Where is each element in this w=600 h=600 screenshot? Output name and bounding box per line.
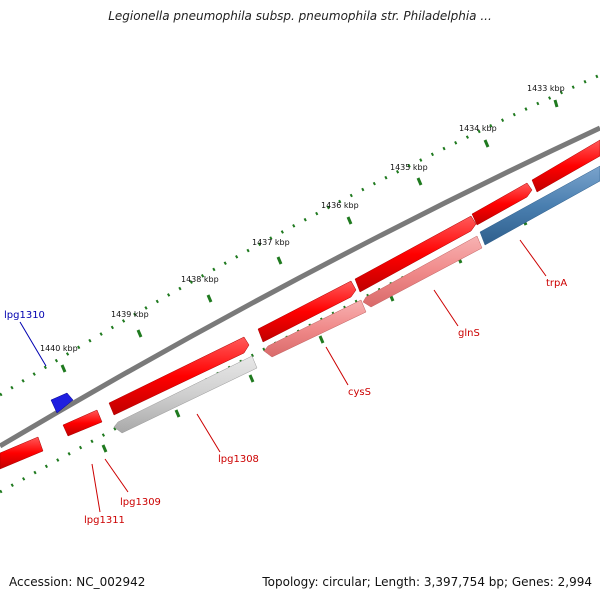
forward-strand-genes bbox=[0, 139, 600, 470]
gene-glnS[interactable] bbox=[362, 235, 483, 308]
ruler-label: 1433 kbp bbox=[527, 84, 565, 93]
gene-lpg1311[interactable] bbox=[0, 436, 44, 470]
ruler-label: 1435 kbp bbox=[390, 163, 428, 172]
label-leaders bbox=[19, 239, 547, 513]
ruler-outer-track bbox=[0, 73, 600, 397]
map-title: Legionella pneumophila subsp. pneumophil… bbox=[108, 9, 492, 23]
reverse-strand-genes bbox=[113, 165, 600, 434]
outer-major-ticks bbox=[60, 99, 559, 373]
gene-label-lpg1311[interactable]: lpg1311 bbox=[84, 515, 125, 526]
ruler-labels: 1433 kbp 1434 kbp 1435 kbp 1436 kbp 1437… bbox=[40, 84, 565, 353]
gene-lpg1309[interactable] bbox=[62, 409, 103, 437]
gene-cysS[interactable] bbox=[263, 299, 367, 358]
gene-label-lpg1308[interactable]: lpg1308 bbox=[218, 454, 259, 465]
gene-label-glnS[interactable]: glnS bbox=[458, 328, 480, 339]
accession-text: Accession: NC_002942 bbox=[9, 575, 146, 589]
gene-feature[interactable] bbox=[531, 139, 600, 193]
ruler-label: 1440 kbp bbox=[40, 344, 78, 353]
gene-label-trpA[interactable]: trpA bbox=[546, 278, 567, 289]
gene-labels: trpA glnS cysS lpg1308 lpg1309 lpg1311 l… bbox=[4, 278, 567, 526]
gene-label-cysS[interactable]: cysS bbox=[348, 387, 371, 398]
gene-lpg1310[interactable] bbox=[50, 392, 74, 414]
ruler-label: 1434 kbp bbox=[459, 124, 497, 133]
gene-feature[interactable] bbox=[108, 336, 250, 416]
ruler-label: 1438 kbp bbox=[181, 275, 219, 284]
gene-feature[interactable] bbox=[471, 182, 533, 226]
gene-lpg1308[interactable] bbox=[113, 355, 258, 434]
genome-summary-text: Topology: circular; Length: 3,397,754 bp… bbox=[262, 575, 592, 589]
genome-backbone bbox=[0, 125, 600, 449]
gene-label-lpg1309[interactable]: lpg1309 bbox=[120, 497, 161, 508]
gene-label-lpg1310[interactable]: lpg1310 bbox=[4, 310, 45, 321]
gene-trpA[interactable] bbox=[479, 165, 600, 246]
ruler-label: 1439 kbp bbox=[111, 310, 149, 319]
gene-feature[interactable] bbox=[257, 280, 357, 343]
ruler-label: 1437 kbp bbox=[252, 238, 290, 247]
ruler-label: 1436 kbp bbox=[321, 201, 359, 210]
gene-feature[interactable] bbox=[354, 215, 477, 293]
